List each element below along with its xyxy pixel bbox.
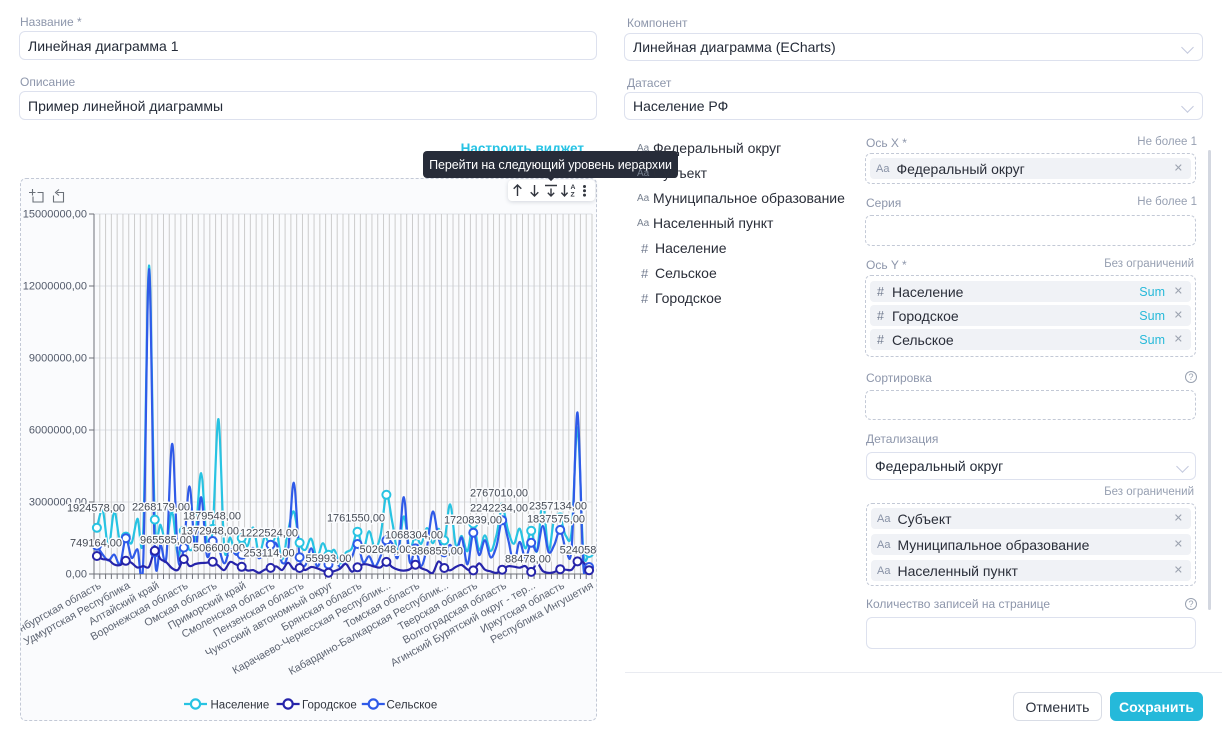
svg-text:1924578,00: 1924578,00 xyxy=(67,503,125,515)
svg-text:502648,00: 502648,00 xyxy=(360,544,412,556)
svg-text:12000000,00: 12000000,00 xyxy=(23,281,87,293)
svg-text:386855,00: 386855,00 xyxy=(411,546,463,558)
svg-text:1761550,00: 1761550,00 xyxy=(327,513,385,525)
svg-text:749164,00: 749164,00 xyxy=(70,538,122,550)
svg-text:2357134,00: 2357134,00 xyxy=(529,501,587,513)
svg-text:15000000,00: 15000000,00 xyxy=(23,209,87,221)
svg-text:9000000,00: 9000000,00 xyxy=(29,353,87,365)
svg-text:506600,00: 506600,00 xyxy=(193,543,245,555)
svg-text:1222524,00: 1222524,00 xyxy=(240,528,298,540)
svg-text:3000000,00: 3000000,00 xyxy=(29,497,87,509)
svg-text:2268179,00: 2268179,00 xyxy=(132,502,190,514)
svg-text:1720839,00: 1720839,00 xyxy=(444,515,502,527)
svg-text:A: A xyxy=(571,184,576,191)
svg-text:6000000,00: 6000000,00 xyxy=(29,425,87,437)
svg-text:524058: 524058 xyxy=(560,545,597,557)
svg-text:55993,00: 55993,00 xyxy=(306,553,352,565)
svg-text:88478,00: 88478,00 xyxy=(505,554,551,566)
svg-text:Население: Население xyxy=(211,699,270,711)
svg-text:0,00: 0,00 xyxy=(66,569,87,581)
svg-text:1068304,00: 1068304,00 xyxy=(385,530,443,542)
svg-text:1879548,00: 1879548,00 xyxy=(183,511,241,523)
svg-text:1837575,00: 1837575,00 xyxy=(527,514,585,526)
svg-text:253114,00: 253114,00 xyxy=(243,548,294,560)
svg-text:Городское: Городское xyxy=(302,699,357,711)
svg-text:Сельское: Сельское xyxy=(387,699,438,711)
svg-text:2242234,00: 2242234,00 xyxy=(470,503,528,515)
svg-text:965585,00: 965585,00 xyxy=(140,535,192,547)
svg-text:2767010,00: 2767010,00 xyxy=(470,488,528,500)
svg-text:Z: Z xyxy=(571,192,575,199)
svg-text:1372948,00: 1372948,00 xyxy=(181,526,239,538)
